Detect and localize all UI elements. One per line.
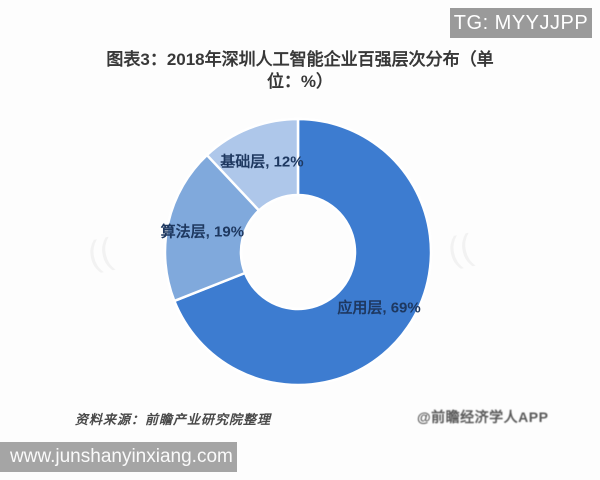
source-note: 资料来源：前瞻产业研究院整理 bbox=[75, 412, 272, 427]
donut-slice-2 bbox=[205, 117, 300, 212]
chart-title: 图表3：2018年深圳人工智能企业百强层次分布（单 位：%） bbox=[60, 49, 540, 93]
ghost-watermark-icon: (( bbox=[83, 229, 116, 276]
site-url-bar: www.junshanyinxiang.com bbox=[0, 442, 237, 472]
tg-contact-label: TG: MYYJJPP bbox=[453, 11, 589, 34]
slice-label-2: 基础层, 12% bbox=[220, 153, 304, 171]
chart-title-line2: 位：%） bbox=[266, 72, 334, 91]
slice-label-0: 应用层, 69% bbox=[337, 299, 421, 317]
donut-slice-1 bbox=[163, 153, 261, 303]
donut-slice-0 bbox=[173, 117, 433, 387]
brand-watermark: @前瞻经济学人APP bbox=[417, 409, 549, 425]
site-url-label: www.junshanyinxiang.com bbox=[10, 446, 233, 467]
slice-label-1: 算法层, 19% bbox=[160, 223, 245, 241]
chart-title-line1: 图表3：2018年深圳人工智能企业百强层次分布（单 bbox=[106, 50, 494, 69]
donut-chart bbox=[163, 117, 433, 387]
tg-contact-badge: TG: MYYJJPP bbox=[450, 8, 592, 38]
